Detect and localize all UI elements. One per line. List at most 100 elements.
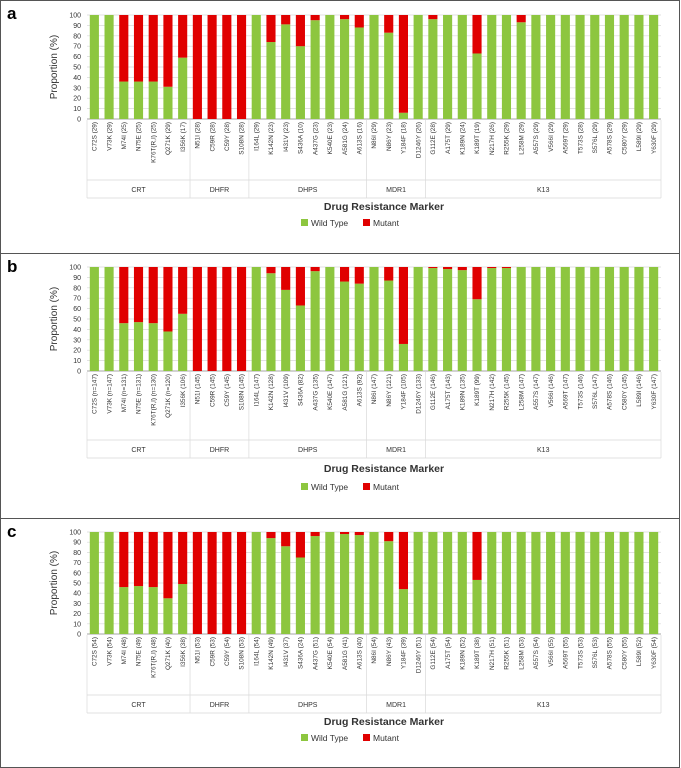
category-label: C59Y (54) [224, 637, 231, 666]
y-tick-label: 50 [73, 317, 81, 324]
bar-mutant [457, 267, 467, 271]
category-label: K142N (128) [268, 374, 275, 410]
bar-mutant [310, 267, 320, 272]
panel-label: a [7, 4, 17, 23]
y-tick-label: 30 [73, 601, 81, 608]
bar-wild-type [398, 589, 408, 634]
category-label: K76T(R,I) (48) [150, 637, 157, 678]
bar-wild-type [428, 268, 438, 371]
bar-wild-type [384, 280, 394, 371]
y-tick-label: 40 [73, 75, 81, 82]
bar-wild-type [133, 81, 144, 119]
bar-mutant [398, 267, 408, 344]
bar-wild-type [178, 584, 188, 634]
bar-wild-type [310, 536, 320, 634]
category-label: G112E (146) [430, 374, 437, 410]
category-label: N51I (53) [195, 637, 202, 664]
bar-wild-type [398, 112, 408, 119]
bar-wild-type [428, 532, 438, 634]
category-label: N86I (147) [371, 374, 378, 404]
y-tick-label: 70 [73, 560, 81, 567]
category-label: N217H (51) [489, 637, 496, 670]
legend-swatch-wild-type [301, 483, 308, 490]
bar-mutant [266, 15, 276, 43]
category-label: L589I (52) [636, 637, 643, 666]
bar-wild-type [649, 532, 659, 634]
category-label: N86I (54) [371, 637, 378, 664]
bar-wild-type [384, 541, 394, 634]
category-label: C72S (n=147) [92, 374, 99, 414]
bar-wild-type [148, 587, 158, 634]
category-label: N75E (49) [136, 637, 143, 666]
bar-wild-type [398, 343, 408, 371]
chart-c: c 0 10 20 30 40 50 60 70 80 90 100 Proportion (%) C72… [7, 522, 662, 743]
bar-wild-type [369, 15, 379, 119]
category-label: K189T (99) [474, 374, 481, 406]
category-label: I164L (54) [253, 637, 260, 666]
bar-wild-type [325, 15, 335, 119]
category-label: C580Y (55) [621, 637, 628, 670]
y-tick-label: 50 [73, 581, 81, 588]
bar-mutant [236, 15, 247, 119]
category-label: A175T (29) [445, 122, 452, 154]
category-label: K142N (49) [268, 637, 275, 670]
category-label: M74I (25) [121, 122, 128, 149]
legend-label-mutant: Mutant [373, 733, 400, 743]
category-label: S108N (53) [239, 637, 246, 670]
x-axis-label: Drug Resistance Marker [324, 201, 444, 213]
bar-wild-type [266, 273, 276, 371]
category-label: A175T (54) [445, 637, 452, 669]
category-label: T573S (53) [577, 637, 584, 669]
bar-wild-type [604, 267, 615, 371]
group-label: DHPS [298, 447, 318, 454]
bar-mutant [281, 15, 291, 25]
category-label: A613S (92) [356, 374, 363, 406]
category-label: C72S (54) [92, 637, 99, 666]
bar-mutant [472, 267, 482, 300]
bar-wild-type [281, 289, 291, 371]
category-label: N51I (28) [195, 122, 202, 149]
bar-wild-type [501, 15, 512, 119]
bar-wild-type [443, 269, 453, 371]
legend: Wild Type Mutant [301, 733, 400, 743]
category-label: A578S (55) [607, 637, 614, 669]
category-label: L258M (147) [518, 374, 525, 410]
bar-wild-type [89, 267, 99, 371]
bar-mutant [354, 267, 364, 284]
bar-mutant [207, 15, 217, 119]
bar-wild-type [354, 535, 364, 634]
category-label: L589I (29) [636, 122, 643, 151]
bar-wild-type [340, 281, 350, 371]
bar-mutant [207, 267, 217, 371]
bar-wild-type [575, 532, 585, 634]
y-tick-label: 10 [73, 358, 81, 365]
chart-b: b 0 10 20 30 40 50 60 70 80 90 100 Proportion (%) C72… [7, 257, 662, 492]
category-label: C59R (28) [209, 122, 216, 151]
bar-wild-type [340, 19, 350, 119]
bar-mutant [340, 267, 350, 282]
bar-wild-type [354, 283, 364, 371]
category-label: M74I (48) [121, 637, 128, 664]
group-label: MDR1 [386, 702, 406, 709]
bar-wild-type [472, 53, 482, 120]
bar-mutant [133, 267, 144, 323]
bar-wild-type [266, 42, 276, 119]
y-tick-label: 100 [69, 530, 81, 537]
y-tick-label: 90 [73, 275, 81, 282]
bar-mutant [178, 267, 188, 314]
bar-wild-type [413, 532, 423, 634]
panel-a: a 0 10 20 30 40 50 60 70 80 90 100 Proportion (%) C72… [0, 0, 680, 254]
category-label: V566I (146) [548, 374, 555, 407]
category-label: L258M (29) [518, 122, 525, 155]
bar-mutant [266, 267, 276, 274]
bar-wild-type [443, 15, 453, 119]
category-label: S576L (147) [592, 374, 599, 409]
bar-wild-type [266, 538, 276, 634]
bar-wild-type [560, 532, 570, 634]
category-label: C580Y (145) [621, 374, 628, 410]
bar-mutant [133, 15, 144, 82]
category-label: V566I (55) [548, 637, 555, 667]
category-label: K189N (52) [460, 637, 467, 670]
bar-mutant [443, 267, 453, 270]
panel-c: c 0 10 20 30 40 50 60 70 80 90 100 Proportion (%) C72… [0, 518, 680, 768]
